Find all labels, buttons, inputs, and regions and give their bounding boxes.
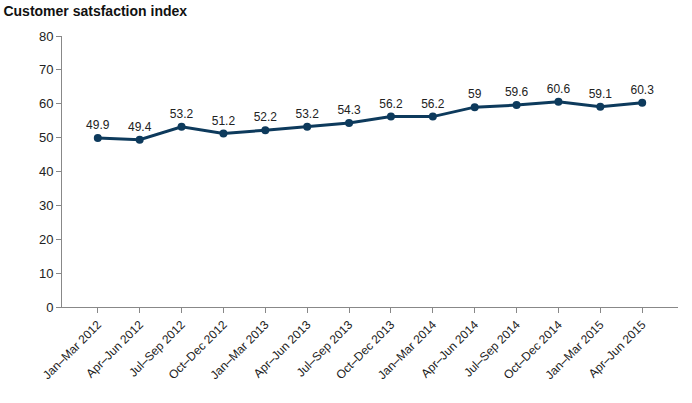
svg-text:56.2: 56.2 xyxy=(379,97,403,111)
svg-text:Jan–Mar 2012: Jan–Mar 2012 xyxy=(40,318,104,382)
svg-text:Jul–Sep 2012: Jul–Sep 2012 xyxy=(126,318,188,380)
svg-text:Oct–Dec 2014: Oct–Dec 2014 xyxy=(501,318,565,382)
svg-text:Customer satsfaction index: Customer satsfaction index xyxy=(3,3,187,19)
svg-text:0: 0 xyxy=(46,300,53,315)
svg-text:53.2: 53.2 xyxy=(170,107,194,121)
svg-text:59.1: 59.1 xyxy=(589,87,613,101)
svg-text:Jan–Mar 2015: Jan–Mar 2015 xyxy=(543,318,607,382)
svg-text:56.2: 56.2 xyxy=(421,97,445,111)
svg-text:Apr–Jun 2013: Apr–Jun 2013 xyxy=(251,318,314,381)
svg-text:70: 70 xyxy=(39,62,53,77)
svg-text:51.2: 51.2 xyxy=(212,114,236,128)
svg-text:30: 30 xyxy=(39,198,53,213)
svg-text:Jan–Mar 2013: Jan–Mar 2013 xyxy=(208,318,272,382)
svg-text:59: 59 xyxy=(468,87,482,101)
svg-text:Jan–Mar 2014: Jan–Mar 2014 xyxy=(375,318,439,382)
svg-text:40: 40 xyxy=(39,164,53,179)
svg-text:20: 20 xyxy=(39,232,53,247)
svg-text:54.3: 54.3 xyxy=(337,103,361,117)
svg-text:52.2: 52.2 xyxy=(254,110,278,124)
svg-text:Jul–Sep 2014: Jul–Sep 2014 xyxy=(461,318,523,380)
svg-text:60.3: 60.3 xyxy=(631,83,655,97)
svg-text:49.9: 49.9 xyxy=(86,118,110,132)
svg-text:50: 50 xyxy=(39,130,53,145)
svg-text:Oct–Dec 2013: Oct–Dec 2013 xyxy=(333,318,397,382)
svg-text:Apr–Jun 2014: Apr–Jun 2014 xyxy=(418,318,481,381)
svg-text:60.6: 60.6 xyxy=(547,82,571,96)
svg-text:59.6: 59.6 xyxy=(505,85,529,99)
svg-text:Jul–Sep 2013: Jul–Sep 2013 xyxy=(294,318,356,380)
svg-text:Apr–Jun 2015: Apr–Jun 2015 xyxy=(586,318,649,381)
svg-text:10: 10 xyxy=(39,266,53,281)
svg-text:60: 60 xyxy=(39,96,53,111)
svg-text:80: 80 xyxy=(39,29,53,44)
svg-text:49.4: 49.4 xyxy=(128,120,152,134)
svg-text:53.2: 53.2 xyxy=(296,107,320,121)
svg-text:Apr–Jun 2012: Apr–Jun 2012 xyxy=(83,318,146,381)
svg-text:Oct–Dec 2012: Oct–Dec 2012 xyxy=(166,318,230,382)
